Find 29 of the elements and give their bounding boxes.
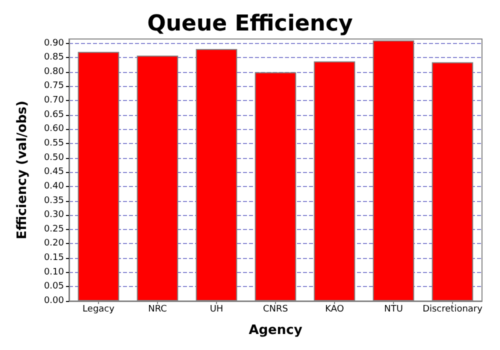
y-tick-label: 0.35: [44, 196, 64, 206]
y-tick-label: 0.80: [44, 66, 64, 77]
y-tick-label: 0.25: [44, 224, 64, 234]
x-tick-label: KAO: [325, 304, 344, 314]
y-tick-label: 0.50: [44, 152, 64, 163]
x-axis-title: Agency: [248, 323, 303, 338]
chart-title: Queue Efficiency: [147, 12, 353, 36]
y-tick-label: 0.40: [44, 181, 64, 192]
y-tick-label: 0.55: [44, 138, 64, 149]
y-tick-label: 0.65: [44, 110, 64, 120]
x-tick-label: Legacy: [82, 304, 116, 314]
y-tick-label: 0.20: [44, 238, 64, 249]
y-tick-label: 0.05: [44, 282, 64, 292]
x-tick-label: Discretionary: [422, 304, 484, 314]
y-tick-label: 0.30: [44, 210, 64, 220]
y-tick-label: 0.90: [44, 38, 64, 48]
y-tick-label: 0.85: [44, 52, 64, 63]
x-tick-label: NRC: [148, 304, 167, 314]
y-tick-label: 0.75: [44, 81, 64, 92]
x-tick-label: NTU: [384, 304, 403, 314]
x-tick-label: CNRS: [263, 304, 288, 314]
y-axis-title: Efficiency (val/obs): [15, 100, 30, 240]
y-tick-label: 0.10: [44, 267, 64, 278]
y-tick-label: 0.15: [44, 253, 64, 264]
y-tick-label: 0.60: [44, 124, 64, 134]
x-tick-label: UH: [210, 304, 224, 314]
y-tick-label: 0.70: [44, 96, 64, 106]
y-tick-label: 0.00: [44, 296, 64, 306]
y-tick-label: 0.45: [44, 167, 64, 178]
